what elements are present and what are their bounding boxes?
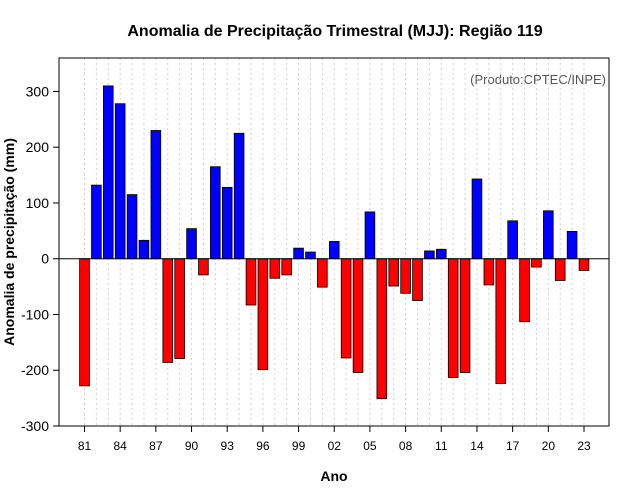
bar-1994 [233, 132, 245, 260]
source-annotation: (Produto:CPTEC/INPE) [470, 72, 606, 87]
x-tick-label: 81 [78, 439, 92, 453]
bar-2018 [519, 258, 530, 323]
x-tick-label: 20 [542, 439, 556, 453]
x-tick-label: 99 [292, 439, 306, 453]
bar-1991 [198, 258, 209, 276]
y-axis-label: Anomalia de precipitação (mm) [1, 138, 17, 346]
bar-2002 [328, 241, 340, 260]
y-tick-label: -200 [21, 362, 49, 378]
bar-2011 [436, 248, 447, 260]
bar-2021 [554, 258, 566, 281]
bar-1985 [126, 194, 138, 260]
bar-2017 [507, 220, 518, 260]
y-tick-label: 100 [26, 195, 50, 211]
bar-1987 [150, 130, 162, 260]
bar-2010 [424, 250, 435, 260]
bar-1981 [79, 258, 90, 387]
bar-2015 [483, 258, 495, 286]
x-tick-label: 84 [113, 439, 127, 453]
bar-1982 [91, 184, 102, 260]
bar-2013 [459, 258, 471, 373]
bar-2005 [364, 211, 376, 260]
bar-1984 [114, 103, 126, 260]
bar-2022 [566, 231, 578, 260]
x-tick-label: 17 [506, 439, 520, 453]
x-tick-label: 08 [399, 439, 413, 453]
x-axis-ticks: 81 84 87 90 93 96 99 02 05 08 11 14 17 20 23 [78, 426, 591, 453]
bar-2001 [317, 258, 328, 288]
bar-1989 [174, 258, 185, 359]
bar-2006 [376, 258, 388, 400]
x-tick-label: 11 [435, 439, 448, 453]
y-tick-label: -300 [21, 418, 49, 434]
bar-2007 [388, 258, 399, 287]
y-tick-label: 300 [26, 83, 50, 99]
bar-2000 [305, 251, 316, 260]
y-axis-ticks: -300 -200 -100 0 100 200 300 [21, 83, 59, 434]
bar-2016 [495, 258, 507, 385]
bar-1995 [245, 258, 257, 306]
bar-1998 [281, 258, 292, 276]
bars [79, 85, 590, 400]
bar-2023 [578, 258, 590, 271]
x-tick-label: 90 [185, 439, 199, 453]
x-tick-label: 23 [577, 439, 591, 453]
bar-2020 [543, 210, 554, 260]
x-tick-label: 93 [221, 439, 235, 453]
x-tick-label: 96 [256, 439, 270, 453]
x-tick-label: 05 [363, 439, 377, 453]
bar-1986 [138, 239, 150, 260]
bar-1997 [269, 258, 281, 279]
bar-1999 [293, 247, 304, 260]
bar-2014 [471, 178, 483, 260]
bar-1990 [186, 228, 197, 260]
bar-2019 [531, 258, 542, 268]
bar-1983 [103, 85, 114, 260]
x-axis-label: Ano [320, 468, 347, 484]
bar-2003 [340, 258, 352, 359]
y-tick-label: -100 [21, 306, 49, 322]
x-tick-label: 87 [149, 439, 163, 453]
x-tick-label: 02 [328, 439, 342, 453]
y-tick-label: 0 [41, 251, 49, 267]
bar-1992 [210, 166, 221, 260]
bar-2012 [447, 258, 459, 378]
chart-title: Anomalia de Precipitação Trimestral (MJJ… [127, 23, 542, 40]
bar-2009 [412, 258, 423, 301]
bar-1993 [221, 186, 233, 260]
bar-2008 [400, 258, 411, 294]
bar-2004 [352, 258, 364, 373]
y-tick-label: 200 [26, 139, 50, 155]
x-tick-label: 14 [470, 439, 484, 453]
bar-1988 [162, 258, 174, 363]
bar-1996 [257, 258, 269, 371]
